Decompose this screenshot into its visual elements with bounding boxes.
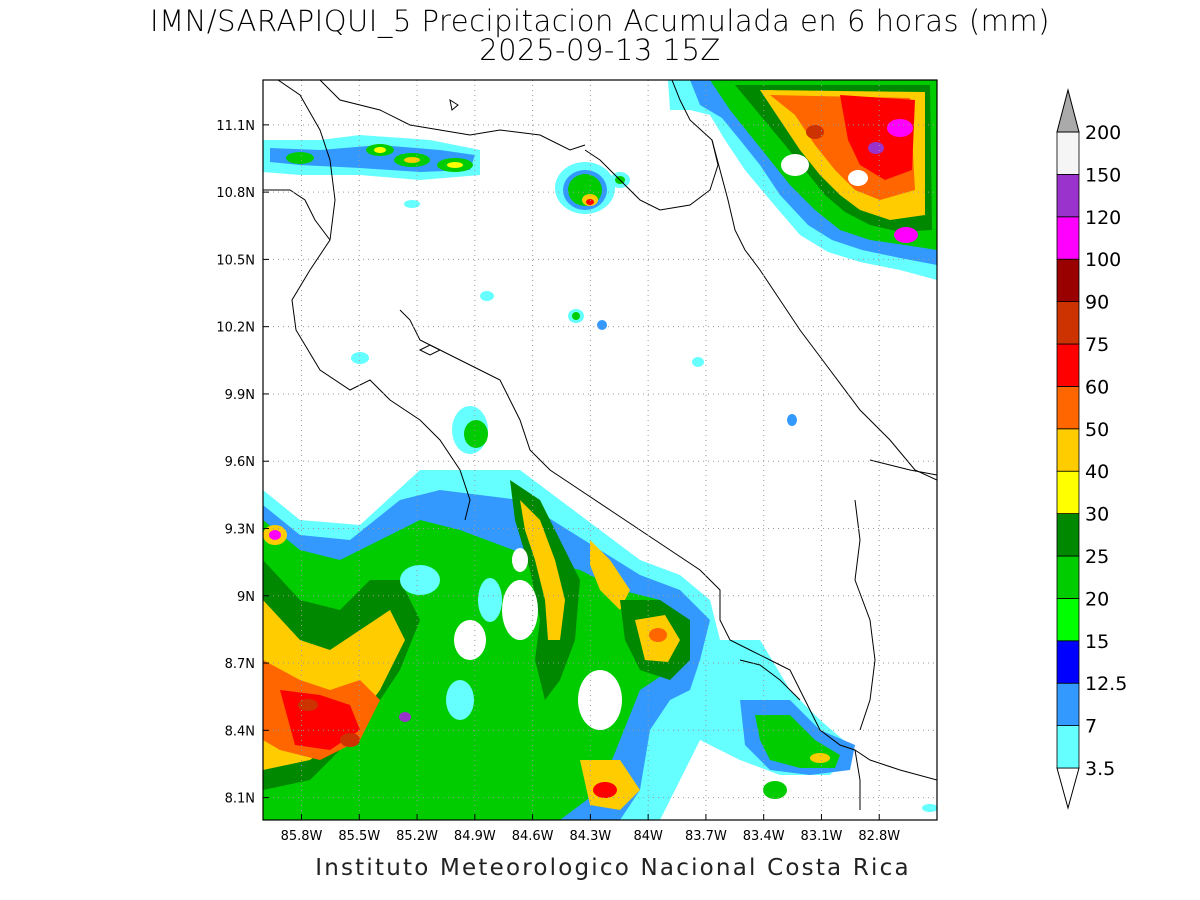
x-tick-label: 83.4W: [743, 829, 785, 844]
y-tick-label: 8.4N: [225, 724, 255, 739]
colorbar-box: [1056, 725, 1080, 769]
x-tick-label: 85.5W: [338, 829, 380, 844]
y-tick-label: 10.2N: [216, 321, 255, 336]
colorbar-box: [1056, 301, 1080, 345]
y-tick-label: 10.5N: [216, 253, 255, 268]
colorbar-box: [1056, 258, 1080, 303]
colorbar-label: 200: [1085, 122, 1121, 144]
map-subtitle-date: 2025-09-13 15Z: [479, 33, 721, 67]
axis-ticks: 85.8W 85.5W 85.2W 84.9W 84.6W 84.3W 84W 83.7W 83…: [216, 119, 900, 844]
colorbar-label: 25: [1085, 546, 1109, 568]
colorbar-label: 30: [1085, 504, 1109, 526]
map-title: IMN/SARAPIQUI_5 Precipitacion Acumulada …: [150, 4, 1050, 38]
x-tick-label: 83.7W: [685, 829, 727, 844]
colorbar-box: [1056, 343, 1080, 387]
colorbar-label: 150: [1085, 164, 1121, 186]
y-tick-label: 9.3N: [225, 522, 255, 537]
colorbar-label: 7: [1085, 716, 1097, 738]
map-frame: [262, 79, 938, 821]
rain-area-northeast: [668, 80, 937, 280]
x-tick-label: 84.3W: [569, 829, 611, 844]
y-tick-label: 10.8N: [216, 186, 255, 201]
colorbar-label: 75: [1085, 334, 1109, 356]
colorbar-box: [1056, 640, 1080, 684]
colorbar-label: 50: [1085, 419, 1109, 441]
colorbar-label: 120: [1085, 207, 1121, 229]
colorbar-box: [1056, 173, 1080, 218]
colorbar-box: [1056, 682, 1080, 727]
map-grid: [263, 80, 937, 820]
colorbar-box: [1056, 555, 1080, 599]
colorbar-box: [1056, 428, 1080, 472]
colorbar-label: 40: [1085, 461, 1109, 483]
y-tick-label: 8.7N: [225, 657, 255, 672]
colorbar-box: [1056, 385, 1080, 430]
colorbar-box: [1056, 216, 1080, 260]
colorbar-label: 20: [1085, 588, 1109, 610]
colorbar-arrow-low: [1056, 767, 1080, 810]
colorbar-label: 3.5: [1085, 758, 1115, 780]
x-tick-label: 85.2W: [396, 829, 438, 844]
x-tick-label: 84.6W: [512, 829, 554, 844]
colorbar-label: 15: [1085, 631, 1109, 653]
rain-cells-north: [351, 162, 797, 454]
rain-area-south: [263, 470, 937, 820]
colorbar-box: [1056, 598, 1080, 642]
y-tick-label: 11.1N: [216, 119, 255, 134]
rain-area-northwest: [263, 135, 480, 180]
colorbar-box: [1056, 470, 1080, 515]
x-tick-label: 82.8W: [858, 829, 900, 844]
colorbar-arrow-high: [1056, 88, 1080, 133]
x-tick-label: 83.1W: [801, 829, 843, 844]
colorbar-box: [1056, 131, 1080, 175]
colorbar-label: 90: [1085, 292, 1109, 314]
x-tick-label: 84.9W: [454, 829, 496, 844]
y-tick-label: 9.9N: [225, 388, 255, 403]
colorbar-box: [1056, 513, 1080, 557]
colorbar-label: 12.5: [1085, 673, 1127, 695]
colorbar-label: 60: [1085, 376, 1109, 398]
coastlines: [263, 80, 937, 810]
x-tick-label: 85.8W: [281, 829, 323, 844]
precipitation-field: [263, 80, 937, 820]
y-tick-label: 9N: [237, 590, 255, 605]
x-tick-label: 84W: [633, 829, 663, 844]
credit-footer: Instituto Meteorologico Nacional Costa R…: [315, 855, 911, 881]
colorbar-label: 100: [1085, 249, 1121, 271]
color-legend: 3.5 7 12.5 15 20 25 30 40 50 60 75 90 100 120 150 200: [1056, 88, 1127, 810]
y-tick-label: 8.1N: [225, 792, 255, 807]
y-tick-label: 9.6N: [225, 455, 255, 470]
